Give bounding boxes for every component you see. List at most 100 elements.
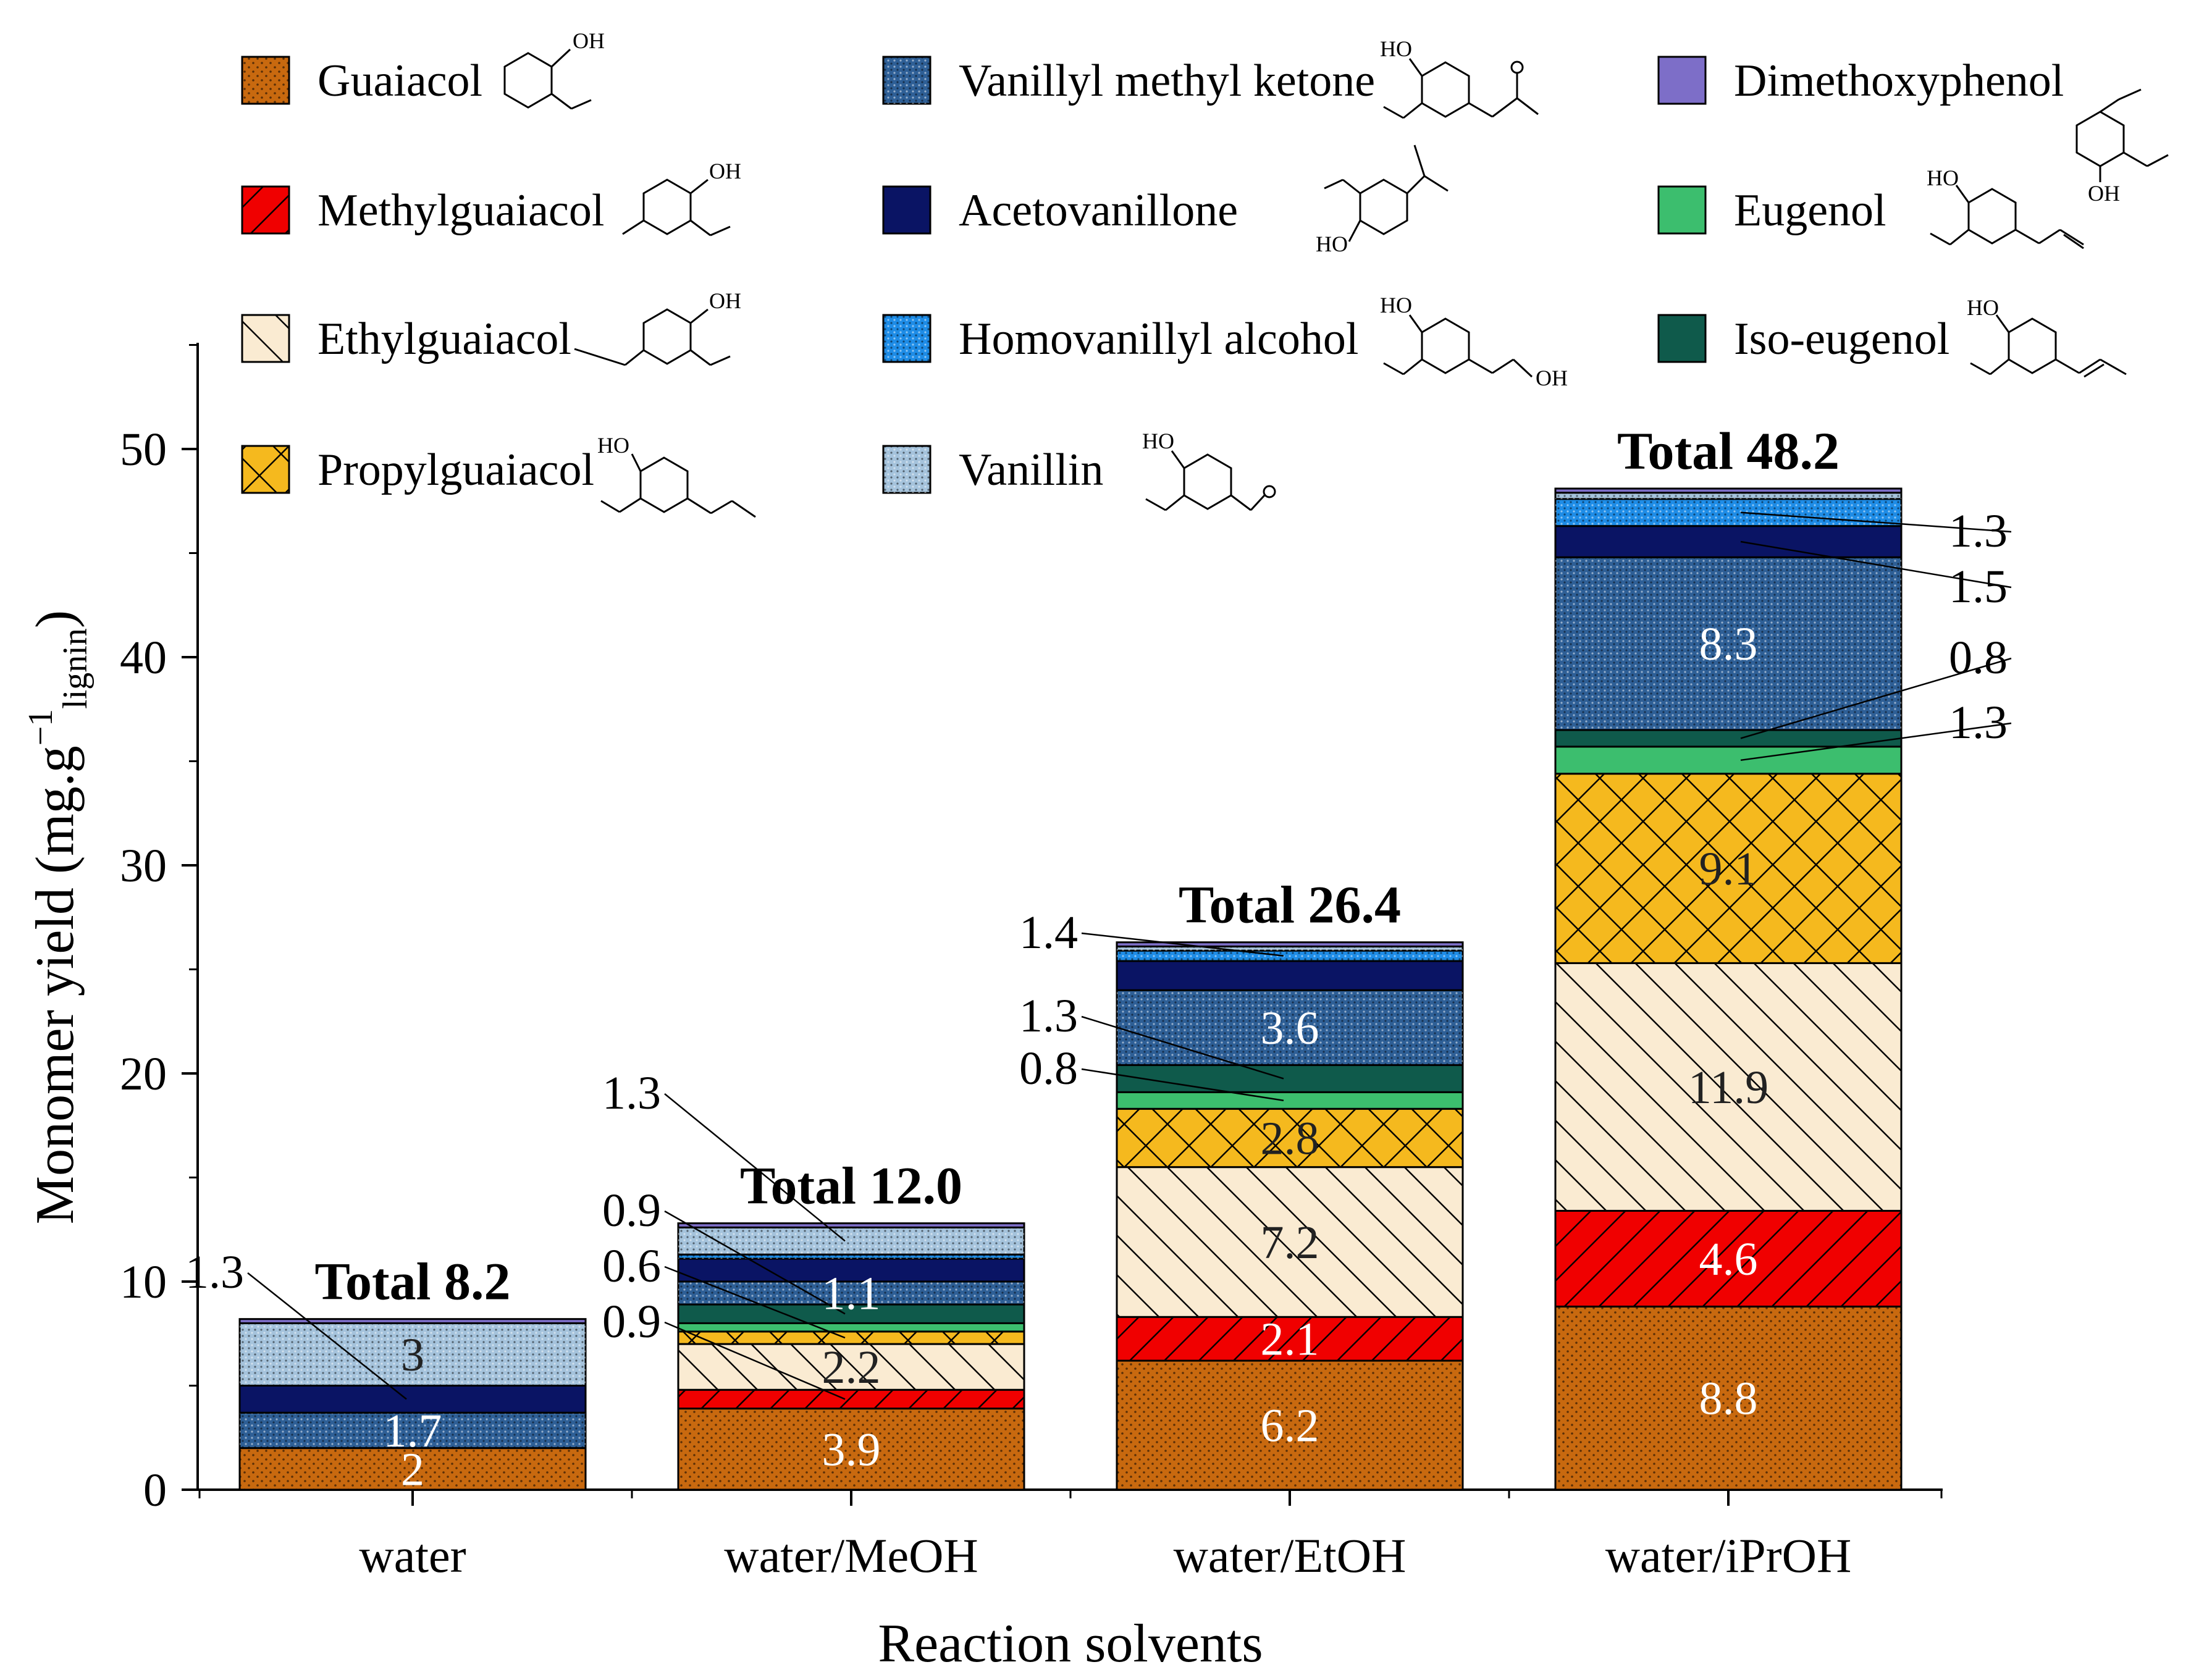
bar-segment-acetovanillone-water-iproh [1554, 525, 1903, 558]
value-label-acetovanillone-water-iproh: 1.5 [1949, 561, 2008, 613]
dimethoxyphenol-structure-icon: OH [2075, 88, 2169, 206]
leader-line [1740, 722, 2012, 762]
value-label-propylguaiacol-water-iproh: 9.1 [1699, 843, 1758, 895]
bar-labels: Total 8.2 Total 12.0 Total 26.4 Total 48.2 2… [185, 421, 2012, 1495]
y-tick-label: 20 [120, 1048, 167, 1100]
bar-segment-methylguaiacol-water-meoh [677, 1388, 1025, 1410]
value-label-ethylguaiacol-water-meoh: 2.2 [822, 1341, 881, 1393]
legend-item-vanillin: Vanillin [882, 445, 1103, 495]
legend-swatch [1657, 314, 1707, 363]
total-label-water-iproh: Total 48.2 [1617, 421, 1840, 481]
legend-label: Vanillin [959, 445, 1103, 495]
ho-text: HO [1927, 166, 1959, 190]
bar-segment-propylguaiacol-water-meoh [677, 1330, 1025, 1345]
bar-segment-homovanillyl-alcohol-water-etoh [1116, 949, 1464, 962]
value-label-methylguaiacol-water-etoh: 2.1 [1261, 1314, 1319, 1366]
bar-segment-guaiacol-water-meoh [677, 1408, 1025, 1491]
methylguaiacol-structure-icon: OH [622, 159, 741, 237]
legend-label: Methylguaiacol [318, 185, 604, 236]
legend-label: Eugenol [1734, 185, 1886, 236]
bar-segment-eugenol-water-meoh [677, 1322, 1025, 1333]
value-label-eugenol-water-iproh: 1.3 [1949, 697, 2008, 749]
value-label-methylguaiacol-water-iproh: 4.6 [1699, 1233, 1758, 1285]
bar-segment-iso-eugenol-water-iproh [1554, 729, 1903, 748]
leader-line [1081, 1015, 1284, 1080]
bar-segment-iso-eugenol-water-meoh [677, 1303, 1025, 1324]
value-label-propylguaiacol-water-etoh: 2.8 [1261, 1112, 1319, 1164]
guaiacol-structure-icon: OH [503, 28, 605, 110]
y-tick-label: 10 [120, 1256, 167, 1308]
value-label-eugenol-water-etoh: 0.8 [1019, 1043, 1078, 1094]
value-label-methylguaiacol-water-meoh: 0.9 [602, 1296, 661, 1348]
value-label-guaiacol-water-iproh: 8.8 [1699, 1373, 1758, 1425]
ethylguaiacol-structure-icon: OH [574, 288, 741, 366]
bar-segment-dimethoxyphenol-water-etoh [1116, 941, 1464, 947]
legend-item-eugenol: Eugenol [1657, 185, 1886, 236]
ho-text: HO [1142, 429, 1174, 453]
legend-label: Guaiacol [318, 56, 482, 106]
bar-segment-methylguaiacol-water-iproh [1554, 1209, 1903, 1308]
x-tick-label-water-iproh: water/iPrOH [1605, 1529, 1852, 1582]
leader-line [664, 1210, 846, 1315]
bar-segment-propylguaiacol-water-etoh [1116, 1107, 1464, 1169]
vanillyl-methyl-ketone-structure-icon: HO [1380, 36, 1539, 119]
value-label-vanillyl-methyl-ketone-water: 1.7 [384, 1405, 442, 1457]
x-ticks: water water/MeOH water/EtOH water/iPrOH [198, 1490, 1943, 1582]
bar-segment-dimethoxyphenol-water [238, 1318, 587, 1324]
value-label-vanillin-water-meoh: 1.3 [602, 1067, 661, 1119]
value-label-vanillin-water: 3 [401, 1329, 424, 1381]
legend-label: Ethylguaiacol [318, 314, 571, 364]
ho-text: HO [1316, 232, 1348, 256]
value-label-vanillyl-methyl-ketone-water-iproh: 8.3 [1699, 618, 1758, 670]
x-tick-label-water-meoh: water/MeOH [724, 1529, 978, 1582]
oh-text: OH [709, 159, 741, 183]
bar-segment-dimethoxyphenol-water-iproh [1554, 487, 1903, 494]
legend-swatch [1657, 56, 1707, 105]
legend-item-homovanillyl-alcohol: Homovanillyl alcohol [882, 314, 1358, 364]
leader-line [1740, 657, 2012, 739]
y-tick-label: 0 [143, 1464, 167, 1516]
legend-item-vanillyl-methyl-ketone: Vanillyl methyl ketone [882, 56, 1375, 106]
ho-text: HO [1967, 295, 1999, 320]
leader-line [1740, 511, 2012, 533]
y-ticks: 0 10 20 30 40 50 [120, 344, 198, 1516]
bar-segment-eugenol-water-iproh [1554, 745, 1903, 775]
legend-item-dimethoxyphenol: Dimethoxyphenol [1657, 56, 2064, 106]
y-axis-title-sub: lignin [56, 628, 95, 709]
value-label-homovanillyl-alcohol-water-etoh: 1.4 [1019, 907, 1078, 959]
legend-item-guaiacol: Guaiacol [241, 56, 482, 106]
oh-text: OH [709, 288, 741, 313]
value-label-guaiacol-water: 2 [401, 1443, 424, 1495]
bar-segment-vanillyl-methyl-ketone-water-etoh [1116, 989, 1464, 1067]
bar-segment-ethylguaiacol-water-meoh [677, 1343, 1025, 1391]
legend-swatch [882, 185, 931, 235]
value-label-guaiacol-water-etoh: 6.2 [1261, 1400, 1319, 1452]
total-label-water-meoh: Total 12.0 [740, 1156, 962, 1215]
legend: Guaiacol Methylguaiacol Ethylguaiacol Propy… [241, 56, 2064, 495]
acetovanillone-structure-icon: HO [1316, 145, 1449, 256]
y-tick-label: 30 [120, 840, 167, 892]
value-label-iso-eugenol-water-iproh: 0.8 [1949, 632, 2008, 684]
legend-label: Homovanillyl alcohol [959, 314, 1358, 364]
bar-segment-homovanillyl-alcohol-water-iproh [1554, 498, 1903, 527]
bar-segment-acetovanillone-water-etoh [1116, 960, 1464, 991]
legend-item-propylguaiacol: Propylguaiacol [241, 445, 594, 495]
total-label-water-etoh: Total 26.4 [1179, 875, 1401, 934]
bar-segment-vanillin-water-meoh [677, 1226, 1025, 1256]
value-label-iso-eugenol-water-meoh: 0.9 [602, 1185, 661, 1236]
value-label-iso-eugenol-water-etoh: 1.3 [1019, 990, 1078, 1042]
x-tick-label-water: water [359, 1529, 466, 1582]
value-label-ethylguaiacol-water-etoh: 7.2 [1261, 1217, 1319, 1269]
value-label-vanillyl-methyl-ketone-water-etoh: 3.6 [1261, 1002, 1319, 1054]
leader-line [1081, 1068, 1284, 1102]
legend-label: Dimethoxyphenol [1734, 56, 2064, 106]
legend-item-methylguaiacol: Methylguaiacol [241, 185, 604, 236]
bar-segment-guaiacol-water [238, 1447, 587, 1491]
legend-swatch [1657, 185, 1707, 235]
legend-item-acetovanillone: Acetovanillone [882, 185, 1238, 236]
legend-label: Iso-eugenol [1734, 314, 1949, 364]
bar-segment-vanillin-water-iproh [1554, 492, 1903, 500]
legend-item-iso-eugenol: Iso-eugenol [1657, 314, 1949, 364]
legend-label: Propylguaiacol [318, 445, 594, 495]
bar-segment-acetovanillone-water-meoh [677, 1257, 1025, 1283]
